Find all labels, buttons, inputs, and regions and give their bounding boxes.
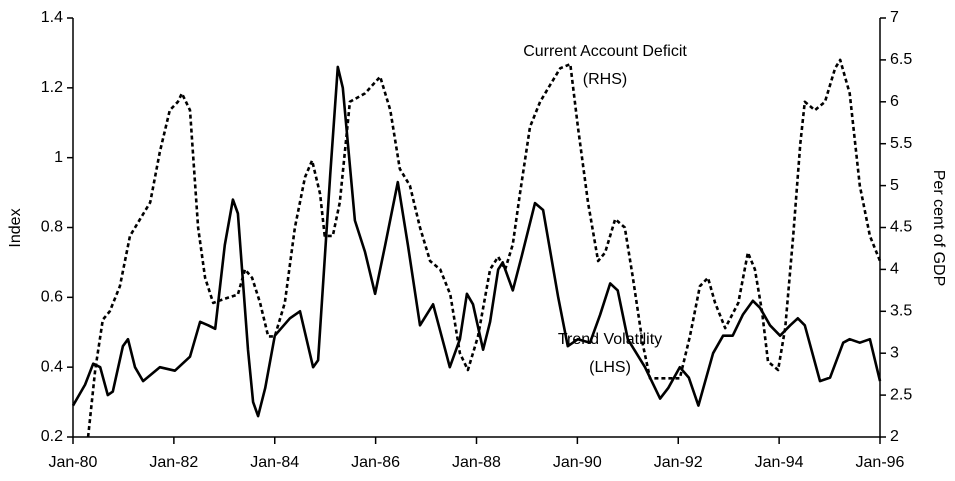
series-name: Current Account Deficit — [523, 43, 687, 60]
y2-tick-label: 6 — [890, 93, 899, 110]
series-line — [86, 58, 882, 438]
y2-tick-label: 5 — [890, 177, 899, 194]
y2-axis-label: Per cent of GDP — [930, 170, 947, 287]
x-tick-label: Jan-84 — [250, 454, 299, 471]
y-tick-label: 1 — [54, 149, 63, 166]
axis-frame — [72, 18, 881, 438]
y2-tick-label: 6.5 — [890, 51, 912, 68]
y2-tick-label: 3.5 — [890, 303, 912, 320]
y-tick-label: 0.8 — [41, 219, 63, 236]
y-tick-label: 0.6 — [41, 289, 63, 306]
x-tick-label: Jan-94 — [755, 454, 804, 471]
x-tick-label: Jan-82 — [149, 454, 198, 471]
x-tick-label: Jan-86 — [351, 454, 400, 471]
y-axis-label: Index — [7, 208, 24, 247]
series-name: Trend Volatility — [558, 331, 662, 348]
y-tick-label: 1.4 — [41, 9, 63, 26]
y2-tick-label: 5.5 — [890, 135, 912, 152]
y2-tick-label: 7 — [890, 9, 899, 26]
series-annotation: (RHS) — [583, 71, 627, 88]
y2-tick-label: 3 — [890, 344, 899, 361]
y2-tick-label: 2.5 — [890, 386, 912, 403]
series-annotation: (LHS) — [589, 359, 631, 376]
y-tick-label: 0.4 — [41, 358, 63, 375]
y-tick-label: 1.2 — [41, 79, 63, 96]
y-tick-label: 0.2 — [41, 428, 63, 445]
x-tick-label: Jan-92 — [654, 454, 703, 471]
x-tick-label: Jan-80 — [49, 454, 98, 471]
x-tick-label: Jan-90 — [553, 454, 602, 471]
y2-tick-label: 4.5 — [890, 219, 912, 236]
x-tick-label: Jan-96 — [856, 454, 905, 471]
y2-tick-label: 4 — [890, 261, 899, 278]
series-line — [71, 65, 882, 418]
y2-tick-label: 2 — [890, 428, 899, 445]
x-tick-label: Jan-88 — [452, 454, 501, 471]
